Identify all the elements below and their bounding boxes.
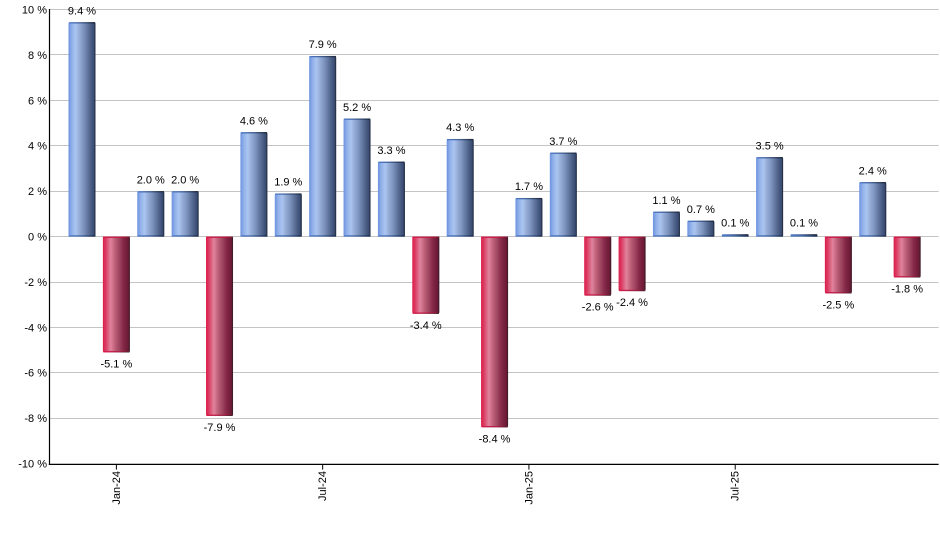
svg-text:-8 %: -8 % <box>24 413 47 425</box>
svg-text:-7.9 %: -7.9 % <box>204 422 236 434</box>
svg-text:4.6 %: 4.6 % <box>240 115 268 127</box>
svg-text:-2.5 %: -2.5 % <box>822 299 854 311</box>
svg-text:-2 %: -2 % <box>24 277 47 289</box>
svg-text:3.5 %: 3.5 % <box>756 140 784 152</box>
svg-text:Jan-24: Jan-24 <box>111 471 123 505</box>
svg-text:2.0 %: 2.0 % <box>137 174 165 186</box>
svg-text:Jul-25: Jul-25 <box>730 471 742 501</box>
svg-text:2 %: 2 % <box>28 186 47 198</box>
svg-text:-10 %: -10 % <box>18 459 47 471</box>
svg-text:9.4 %: 9.4 % <box>68 5 96 17</box>
svg-text:4 %: 4 % <box>28 141 47 153</box>
svg-text:Jan-25: Jan-25 <box>523 471 535 505</box>
svg-text:-8.4 %: -8.4 % <box>479 433 511 445</box>
svg-text:0.1 %: 0.1 % <box>721 218 749 230</box>
svg-text:1.9 %: 1.9 % <box>274 177 302 189</box>
svg-text:-4 %: -4 % <box>24 322 47 334</box>
svg-text:-6 %: -6 % <box>24 368 47 380</box>
svg-text:-5.1 %: -5.1 % <box>100 358 132 370</box>
svg-text:0 %: 0 % <box>28 232 47 244</box>
svg-text:5.2 %: 5.2 % <box>343 102 371 114</box>
svg-text:10 %: 10 % <box>22 5 47 17</box>
svg-text:-2.6 %: -2.6 % <box>582 302 614 314</box>
svg-text:3.7 %: 3.7 % <box>549 136 577 148</box>
svg-text:4.3 %: 4.3 % <box>446 122 474 134</box>
svg-text:-1.8 %: -1.8 % <box>891 284 923 296</box>
svg-text:6 %: 6 % <box>28 95 47 107</box>
svg-text:0.7 %: 0.7 % <box>687 204 715 216</box>
svg-text:Jul-24: Jul-24 <box>317 471 329 501</box>
svg-text:1.1 %: 1.1 % <box>652 195 680 207</box>
svg-text:-3.4 %: -3.4 % <box>410 320 442 332</box>
svg-text:7.9 %: 7.9 % <box>309 39 337 51</box>
svg-text:-2.4 %: -2.4 % <box>616 297 648 309</box>
svg-text:3.3 %: 3.3 % <box>377 145 405 157</box>
svg-text:1.7 %: 1.7 % <box>515 181 543 193</box>
svg-text:8 %: 8 % <box>28 50 47 62</box>
svg-text:2.4 %: 2.4 % <box>859 165 887 177</box>
svg-text:0.1 %: 0.1 % <box>790 218 818 230</box>
svg-text:2.0 %: 2.0 % <box>171 174 199 186</box>
